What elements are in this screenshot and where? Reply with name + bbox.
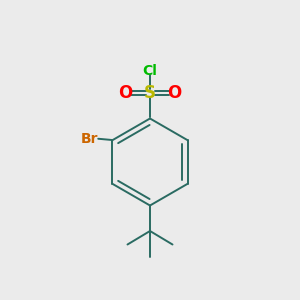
- Text: Cl: Cl: [142, 64, 158, 77]
- Text: O: O: [118, 84, 133, 102]
- Text: S: S: [144, 84, 156, 102]
- Text: O: O: [167, 84, 182, 102]
- Text: Br: Br: [81, 132, 99, 146]
